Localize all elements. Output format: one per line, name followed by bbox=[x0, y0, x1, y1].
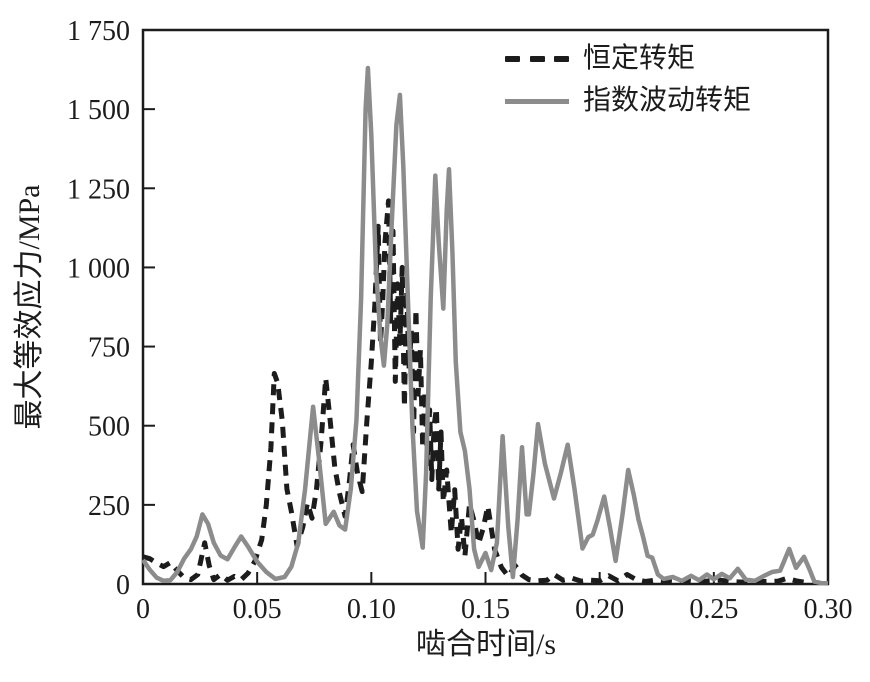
solid-line-sample bbox=[505, 98, 569, 104]
x-tick-label: 0.25 bbox=[689, 594, 738, 625]
y-tick-label: 1 500 bbox=[67, 95, 130, 126]
y-tick-label: 0 bbox=[116, 570, 130, 601]
legend-item-constant-torque: 恒定转矩 bbox=[505, 44, 751, 74]
legend: 恒定转矩 指数波动转矩 bbox=[505, 44, 751, 116]
y-tick-label: 1 000 bbox=[67, 253, 130, 284]
series-line-exp-fluctuating-torque bbox=[141, 65, 829, 586]
x-axis-title: 啮合时间/s bbox=[415, 628, 557, 661]
x-tick-label: 0 bbox=[136, 594, 150, 625]
legend-label-exp-fluctuating-torque: 指数波动转矩 bbox=[583, 85, 752, 116]
y-tick-label: 500 bbox=[88, 412, 130, 443]
x-tick-label: 0.15 bbox=[461, 594, 510, 625]
y-tick-label: 1 250 bbox=[67, 174, 130, 205]
x-tick-label: 0.10 bbox=[347, 594, 396, 625]
dashed-line-sample bbox=[505, 56, 569, 62]
y-tick-label: 250 bbox=[88, 491, 130, 522]
y-tick-label: 1 750 bbox=[67, 16, 130, 47]
x-tick-label: 0.30 bbox=[804, 594, 853, 625]
legend-label-constant-torque: 恒定转矩 bbox=[583, 43, 696, 74]
x-tick-label: 0.20 bbox=[575, 594, 624, 625]
x-tick-label: 0.05 bbox=[233, 594, 282, 625]
y-axis-title: 最大等效应力/MPa bbox=[13, 184, 46, 430]
plot-frame bbox=[141, 28, 830, 586]
legend-item-exp-fluctuating-torque: 指数波动转矩 bbox=[505, 86, 751, 116]
y-tick-label: 750 bbox=[88, 333, 130, 364]
